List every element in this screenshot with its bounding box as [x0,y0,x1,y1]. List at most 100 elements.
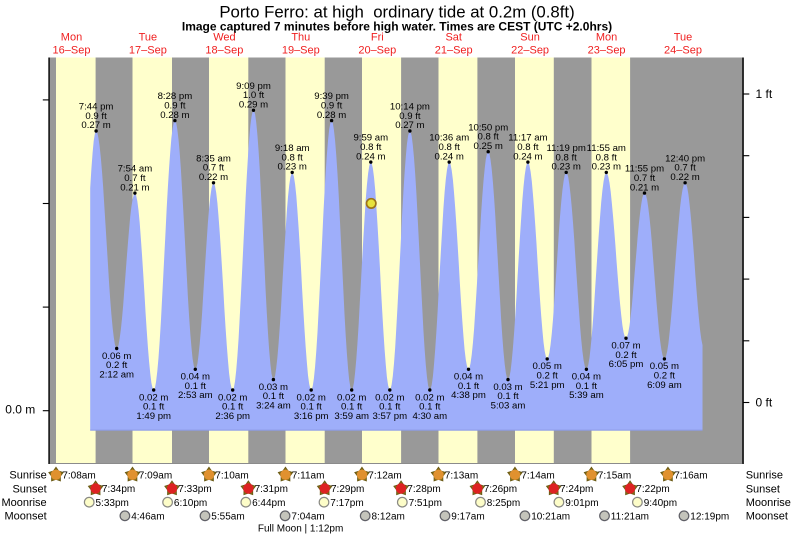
svg-text:0.8 ft: 0.8 ft [360,142,382,153]
svg-text:7:31pm: 7:31pm [255,484,288,495]
svg-text:7:11am: 7:11am [292,471,325,482]
svg-text:8:28 pm: 8:28 pm [158,91,193,102]
svg-text:Moonset: Moonset [746,511,788,523]
svg-text:0.1 ft: 0.1 ft [301,402,323,413]
svg-text:0.23 m: 0.23 m [278,162,307,173]
svg-text:0.1 ft: 0.1 ft [341,402,363,413]
svg-text:0.9 ft: 0.9 ft [85,111,107,122]
svg-text:Full Moon | 1:12pm: Full Moon | 1:12pm [258,524,343,535]
svg-text:9:59 am: 9:59 am [353,133,388,144]
svg-text:5:21 pm: 5:21 pm [530,380,565,391]
svg-text:7:16am: 7:16am [674,471,707,482]
svg-text:6:05 pm: 6:05 pm [609,359,644,370]
svg-text:5:33pm: 5:33pm [96,498,129,509]
svg-text:0.8 ft: 0.8 ft [478,132,500,143]
svg-text:0.8 ft: 0.8 ft [517,142,539,153]
svg-text:0.7 ft: 0.7 ft [634,173,656,184]
svg-text:Sunset: Sunset [12,483,46,495]
svg-text:Mon: Mon [596,32,617,44]
svg-text:0.28 m: 0.28 m [317,110,346,121]
svg-text:Sunrise: Sunrise [746,470,783,482]
svg-text:0.24 m: 0.24 m [356,151,385,162]
svg-text:11:19 pm: 11:19 pm [547,143,586,154]
svg-text:7:34pm: 7:34pm [102,484,135,495]
svg-text:0.9 ft: 0.9 ft [164,101,186,112]
svg-text:7:26pm: 7:26pm [484,484,517,495]
svg-text:7:10am: 7:10am [215,471,248,482]
svg-text:3:24 am: 3:24 am [256,401,291,412]
svg-text:Image captured 7 minutes befor: Image captured 7 minutes before high wat… [182,20,612,34]
svg-text:Fri: Fri [371,32,384,44]
svg-text:0.2 ft: 0.2 ft [654,371,676,382]
svg-text:0.2 ft: 0.2 ft [537,371,559,382]
svg-text:0.06 m: 0.06 m [102,351,131,362]
svg-text:Sunrise: Sunrise [9,470,46,482]
svg-text:0.27 m: 0.27 m [395,120,424,131]
svg-text:Sunset: Sunset [746,483,780,495]
svg-text:7:24pm: 7:24pm [560,484,593,495]
svg-text:7:08am: 7:08am [62,471,95,482]
svg-text:6:10pm: 6:10pm [174,498,207,509]
svg-text:0.24 m: 0.24 m [435,151,464,162]
svg-text:2:12 am: 2:12 am [99,369,134,380]
svg-text:0.24 m: 0.24 m [513,151,542,162]
svg-text:9:39 pm: 9:39 pm [314,91,349,102]
svg-text:0.25 m: 0.25 m [474,141,503,152]
svg-text:0.8 ft: 0.8 ft [439,142,461,153]
svg-text:7:29pm: 7:29pm [331,484,364,495]
svg-text:0.0 m: 0.0 m [5,403,35,417]
svg-text:0.8 ft: 0.8 ft [556,152,578,163]
svg-text:Tue: Tue [674,32,693,44]
svg-text:10:36 am: 10:36 am [429,133,469,144]
svg-text:Moonrise: Moonrise [746,497,791,509]
svg-text:Wed: Wed [213,32,235,44]
svg-text:9:40pm: 9:40pm [644,498,677,509]
svg-text:4:30 am: 4:30 am [412,411,447,422]
svg-text:0.04 m: 0.04 m [572,372,601,383]
svg-text:9:09 pm: 9:09 pm [236,81,271,92]
svg-text:0.1 ft: 0.1 ft [379,402,401,413]
svg-text:0.02 m: 0.02 m [337,392,366,403]
svg-text:0.22 m: 0.22 m [199,172,228,183]
svg-text:0.8 ft: 0.8 ft [282,152,304,163]
svg-text:0.2 ft: 0.2 ft [106,360,128,371]
svg-text:0.1 ft: 0.1 ft [185,381,207,392]
svg-text:23–Sep: 23–Sep [588,45,626,57]
svg-text:11:55 pm: 11:55 pm [625,164,664,175]
svg-text:7:13am: 7:13am [445,471,478,482]
svg-text:9:17am: 9:17am [451,512,484,523]
svg-text:1.0 ft: 1.0 ft [243,90,265,101]
svg-text:0.04 m: 0.04 m [181,372,210,383]
svg-text:Thu: Thu [291,32,310,44]
svg-text:18–Sep: 18–Sep [205,45,243,57]
svg-text:0.27 m: 0.27 m [81,120,110,131]
svg-text:7:15am: 7:15am [598,471,631,482]
svg-text:0.7 ft: 0.7 ft [203,163,225,174]
svg-text:10:21am: 10:21am [531,512,570,523]
svg-text:6:09 am: 6:09 am [647,380,682,391]
svg-text:0.1 ft: 0.1 ft [497,391,519,402]
svg-text:Porto Ferro: at high ordinary: Porto Ferro: at high ordinary tide at 0.… [219,3,574,22]
svg-text:0.03 m: 0.03 m [493,382,522,393]
svg-text:0.1 ft: 0.1 ft [143,402,165,413]
svg-text:0.7 ft: 0.7 ft [674,163,696,174]
svg-text:12:19pm: 12:19pm [690,512,729,523]
svg-text:7:12am: 7:12am [368,471,401,482]
svg-text:21–Sep: 21–Sep [435,45,473,57]
svg-text:24–Sep: 24–Sep [664,45,702,57]
svg-text:0.1 ft: 0.1 ft [419,402,441,413]
svg-text:0.02 m: 0.02 m [375,392,404,403]
svg-text:9:01pm: 9:01pm [565,498,598,509]
svg-text:0.03 m: 0.03 m [259,382,288,393]
svg-text:0.02 m: 0.02 m [218,392,247,403]
svg-text:0.22 m: 0.22 m [670,172,699,183]
svg-text:7:28pm: 7:28pm [407,484,440,495]
svg-text:5:39 am: 5:39 am [569,390,604,401]
svg-text:0.2 ft: 0.2 ft [615,350,637,361]
svg-text:10:50 pm: 10:50 pm [468,122,508,133]
svg-text:Moonrise: Moonrise [1,497,46,509]
svg-text:7:17pm: 7:17pm [330,498,363,509]
svg-text:1 ft: 1 ft [756,87,773,101]
svg-text:0.02 m: 0.02 m [139,392,168,403]
svg-text:0.23 m: 0.23 m [592,162,621,173]
